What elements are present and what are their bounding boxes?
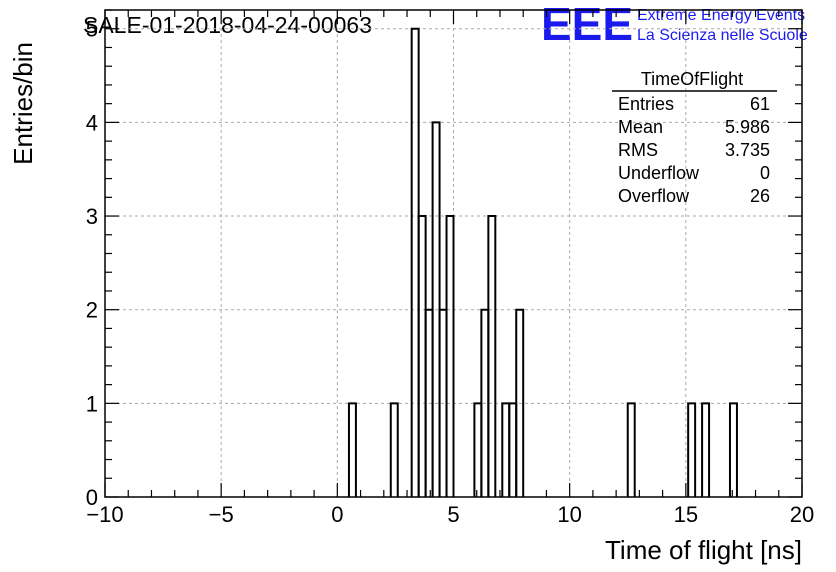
histogram-bin (417, 215, 427, 497)
stats-box: TimeOfFlight Entries 61 Mean 5.986 RMS 3.735 U… (612, 69, 777, 206)
stats-row-value: 0 (760, 163, 770, 183)
stats-rows: Entries 61 Mean 5.986 RMS 3.735 Underflow 0 Over… (618, 94, 770, 206)
histogram-bin (410, 27, 420, 497)
stats-row-value: 3.735 (725, 140, 770, 160)
stats-box-title: TimeOfFlight (641, 69, 743, 89)
logo-line-2: La Scienza nelle Scuole (637, 27, 808, 44)
stats-row-label: RMS (618, 140, 658, 160)
histogram-bin (347, 402, 357, 497)
stats-row-label: Mean (618, 117, 663, 137)
histogram-bin (501, 402, 511, 497)
stats-row-value: 5.986 (725, 117, 770, 137)
x-tick-labels: −10 −5 0 5 10 15 20 (86, 502, 814, 527)
y-tick-label: 4 (86, 110, 98, 135)
histogram-bin (487, 215, 497, 497)
stats-row-label: Overflow (618, 186, 690, 206)
logo-letters: EEE (541, 0, 633, 50)
y-tick-label: 1 (86, 391, 98, 416)
y-tick-label: 5 (86, 17, 98, 42)
y-tick-labels: 0 1 2 3 4 5 (86, 17, 98, 510)
stats-row-value: 61 (750, 94, 770, 114)
histogram-bin (687, 402, 697, 497)
histogram-bars (347, 27, 738, 497)
plot-frame (104, 9, 803, 498)
stats-row-value: 26 (750, 186, 770, 206)
histogram-bin (515, 308, 525, 497)
x-tick-label: 5 (447, 502, 459, 527)
histogram-bin (473, 402, 483, 497)
y-tick-label: 3 (86, 204, 98, 229)
x-tick-label: 10 (557, 502, 581, 527)
histogram-bin (701, 402, 711, 497)
y-tick-label: 0 (86, 485, 98, 510)
x-tick-label: 15 (674, 502, 698, 527)
histogram-bin (389, 402, 399, 497)
y-tick-label: 2 (86, 298, 98, 323)
x-axis-label: Time of flight [ns] (605, 535, 802, 565)
logo-line-1: Extreme Energy Events (637, 7, 805, 24)
histogram-bin (445, 215, 455, 497)
x-tick-label: −5 (209, 502, 234, 527)
histogram-bin (508, 402, 518, 497)
stats-row-label: Underflow (618, 163, 700, 183)
x-tick-label: 0 (331, 502, 343, 527)
histogram-bin (728, 402, 738, 497)
stats-row-label: Entries (618, 94, 674, 114)
run-title: SALE-01-2018-04-24-00063 (83, 12, 372, 38)
eee-logo: EEE Extreme Energy Events La Scienza nel… (541, 0, 808, 50)
x-tick-label: 20 (790, 502, 814, 527)
histogram-bin (626, 402, 636, 497)
y-axis-label: Entries/bin (8, 42, 38, 165)
x-tick-label: −10 (86, 502, 123, 527)
